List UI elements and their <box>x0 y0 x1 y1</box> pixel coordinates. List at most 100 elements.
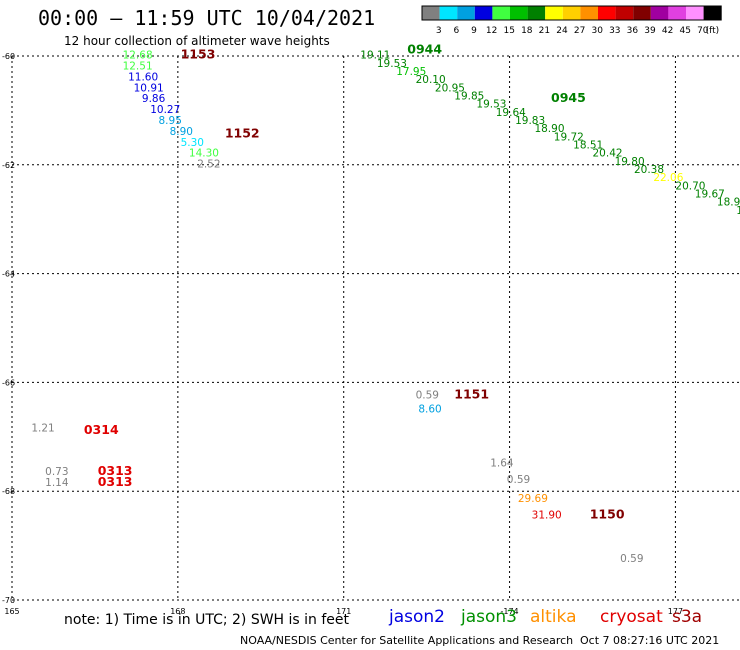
colorbar-swatch <box>474 6 493 20</box>
wave-height-point: 14.30 <box>189 148 219 160</box>
colorbar-tick-label: 45 <box>679 26 690 36</box>
pass-time-label: 0313 <box>98 474 133 489</box>
y-tick-label: -62 <box>2 161 15 170</box>
colorbar-swatch <box>439 6 458 20</box>
colorbar-tick-label: 24 <box>556 26 568 36</box>
wave-height-point: 18.92 <box>717 197 740 209</box>
credit-line: NOAA/NESDIS Center for Satellite Applica… <box>240 634 574 647</box>
wave-height-point: 8.60 <box>418 403 441 415</box>
sat-jason3-label: jason3 <box>461 607 517 627</box>
colorbar-tick-label: 3 <box>436 26 442 36</box>
wave-height-point: 8.95 <box>159 115 182 127</box>
colorbar-swatch <box>615 6 634 20</box>
wave-height-point: 20.10 <box>416 74 446 86</box>
wave-height-point: 1.14 <box>45 477 69 489</box>
sat-altika-label: altika <box>530 607 577 627</box>
x-tick-label: 171 <box>336 607 351 616</box>
wave-height-point: 19.53 <box>377 58 407 70</box>
colorbar-tick-label: 39 <box>644 26 656 36</box>
footer-note: note: 1) Time is in UTC; 2) SWH is in fe… <box>64 612 350 628</box>
colorbar-tick-label: 6 <box>454 26 460 36</box>
colorbar-swatch <box>633 6 651 20</box>
wave-height-point: 17.95 <box>396 66 426 78</box>
colorbar-tick-label: 18 <box>521 26 533 36</box>
colorbar-tick-label: 27 <box>574 26 585 36</box>
colorbar-swatch <box>457 6 475 20</box>
pass-time-label: 0313 <box>98 463 133 478</box>
colorbar-swatch <box>703 6 722 20</box>
colorbar-swatch <box>562 6 581 20</box>
pass-time-label: 0314 <box>84 422 119 437</box>
wave-height-point: 0.59 <box>507 474 530 486</box>
colorbar-swatch <box>545 6 563 20</box>
colorbar-tick-label: 36 <box>627 26 639 36</box>
y-tick-label: -64 <box>2 270 15 279</box>
wave-height-point: 19.34 <box>736 205 740 217</box>
wave-height-point: 5.30 <box>181 137 204 149</box>
wave-height-point: 19.85 <box>454 91 484 103</box>
colorbar-swatch <box>492 6 510 20</box>
wave-height-point: 29.69 <box>518 493 548 505</box>
wave-height-point: 8.90 <box>170 126 193 138</box>
colorbar-tick-label: 21 <box>539 26 550 36</box>
chart-time-range-title: 00:00 — 11:59 UTC 10/04/2021 <box>38 6 376 30</box>
colorbar-tick-label: 12 <box>486 26 497 36</box>
wave-height-point: 2.52 <box>197 159 220 171</box>
wave-height-point: 20.42 <box>593 148 623 160</box>
wave-height-map: 165 168 171 -174 177-60-62-64-66-68-7012.681… <box>2 41 740 616</box>
wave-height-point: 12.51 <box>123 61 153 73</box>
colorbar-tick-label: 9 <box>471 26 477 36</box>
wave-height-point: 20.70 <box>675 180 705 192</box>
wave-height-point: 19.11 <box>360 50 390 62</box>
wave-height-point: 9.86 <box>142 93 166 105</box>
wave-height-point: 1.64 <box>490 458 514 470</box>
y-tick-label: -60 <box>2 52 15 61</box>
sat-cryosat-label: cryosat <box>600 607 663 627</box>
wave-height-point: 19.72 <box>554 131 584 143</box>
colorbar-tick-label: 33 <box>609 26 620 36</box>
wave-height-point: 18.51 <box>573 139 603 151</box>
x-tick-label: 177 <box>668 607 683 616</box>
x-tick-label: 165 <box>4 607 19 616</box>
colorbar-swatch <box>580 6 598 20</box>
colorbar-swatch <box>686 6 704 20</box>
x-tick-label: 168 <box>170 607 185 616</box>
pass-time-label: 0944 <box>407 41 442 56</box>
pass-time-label: 1151 <box>454 387 489 402</box>
wave-height-point: 0.59 <box>416 390 439 402</box>
x-tick-label: -174 <box>500 607 518 616</box>
wave-height-point: 19.80 <box>615 156 645 168</box>
colorbar-tick-label: 15 <box>503 26 514 36</box>
pass-time-label: 1150 <box>590 506 625 521</box>
y-tick-label: -70 <box>2 596 15 605</box>
wave-height-point: 31.90 <box>532 509 562 521</box>
wave-height-point: 1.21 <box>31 422 54 434</box>
sat-s3a-label: s3a <box>672 607 703 627</box>
wave-height-point: 10.27 <box>150 104 180 116</box>
colorbar-swatch <box>527 6 546 20</box>
colorbar-swatch <box>510 6 528 20</box>
y-tick-label: -68 <box>2 487 15 496</box>
colorbar-swatch <box>598 6 616 20</box>
wave-height-point: 18.90 <box>534 123 564 135</box>
chart-subtitle: 12 hour collection of altimeter wave hei… <box>64 34 330 48</box>
sat-jason2-label: jason2 <box>389 607 445 627</box>
wave-height-point: 20.95 <box>435 82 465 94</box>
wave-height-point: 11.60 <box>128 71 158 83</box>
wave-height-point: 22.06 <box>653 172 683 184</box>
colorbar-swatch <box>650 6 669 20</box>
wave-height-point: 0.59 <box>620 553 643 565</box>
wave-height-point: 19.67 <box>695 188 725 200</box>
wave-height-colorbar: 3 6 9 12 15 18 21 24 27 30 33 36 39 42 45 70(ft) <box>421 5 722 36</box>
wave-height-point: 10.91 <box>134 82 164 94</box>
y-tick-label: -66 <box>2 378 15 387</box>
wave-height-point: 20.38 <box>634 164 664 176</box>
colorbar-tick-label: (ft) <box>706 26 720 36</box>
wave-height-point: 19.64 <box>496 107 526 119</box>
pass-time-label: 1153 <box>181 47 216 62</box>
colorbar-swatch <box>422 6 440 20</box>
colorbar-border <box>421 5 722 21</box>
wave-height-point: 19.83 <box>515 115 545 127</box>
wave-height-point: 19.53 <box>476 99 506 111</box>
generated-timestamp: Oct 7 08:27:16 UTC 2021 <box>580 634 720 647</box>
